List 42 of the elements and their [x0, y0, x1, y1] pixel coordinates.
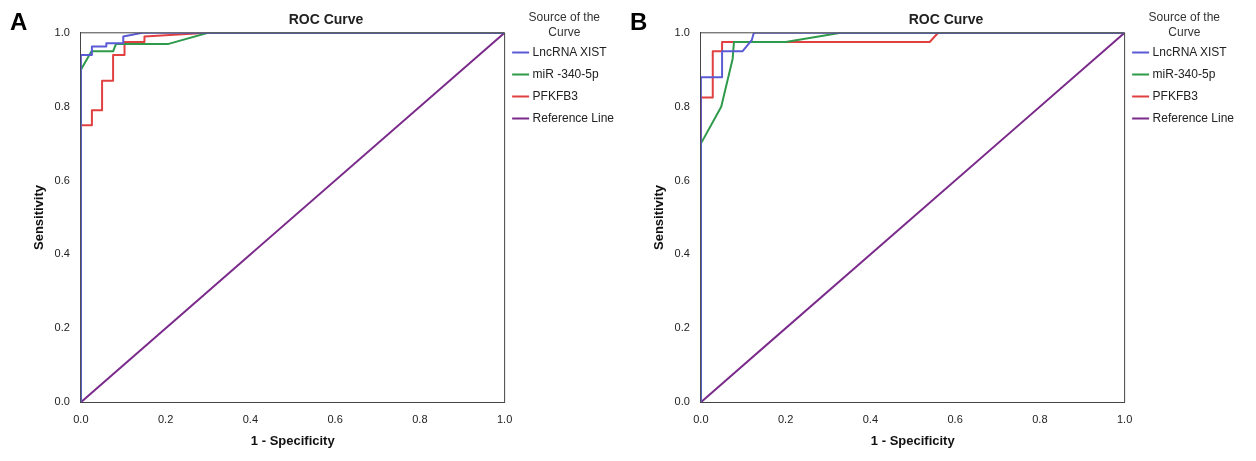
x-tick-label: 0.2	[157, 412, 174, 425]
y-tick-label: 0.6	[54, 173, 70, 186]
text: B	[630, 8, 648, 36]
legend-label: miR -340-5p	[532, 66, 599, 81]
x-axis-title: 1 - Specificity	[250, 432, 336, 448]
chart-title: ROC Curve	[908, 11, 984, 28]
x-tick-label: 0.6	[327, 412, 343, 425]
legend-title: Source of the Curve	[1148, 10, 1221, 39]
x-tick-label: 0.4	[862, 412, 879, 425]
y-axis-title: Sensitivity	[651, 184, 667, 251]
y-tick-label: 1.0	[54, 25, 70, 38]
legend-label: PFKFB3	[532, 88, 579, 103]
legend-label: miR-340-5p	[1152, 66, 1216, 81]
y-tick-label: 0.2	[54, 321, 70, 334]
legend-label: LncRNA XIST	[1152, 44, 1228, 59]
x-tick-label: 0.2	[777, 412, 794, 425]
y-tick-label: 1.0	[674, 25, 690, 38]
chart-title: ROC Curve	[288, 11, 364, 28]
x-tick-label: 0.4	[242, 412, 259, 425]
y-tick-label: 0.8	[674, 99, 690, 112]
x-tick-label: 1.0	[1116, 412, 1133, 425]
x-tick-label: 0.0	[73, 412, 89, 425]
legend-label: PFKFB3	[1152, 88, 1199, 103]
legend-label: Reference Line	[1152, 110, 1235, 125]
y-tick-label: 0.2	[674, 321, 690, 334]
x-tick-label: 0.6	[947, 412, 963, 425]
x-tick-label: 1.0	[496, 412, 513, 425]
legend-label: Reference Line	[532, 110, 615, 125]
legend-label: LncRNA XIST	[532, 44, 608, 59]
y-tick-label: 0.0	[674, 395, 690, 408]
x-tick-label: 0.0	[693, 412, 709, 425]
legend-title: Source of the Curve	[528, 10, 601, 39]
x-tick-label: 0.8	[1032, 412, 1048, 425]
y-tick-label: 0.4	[54, 247, 70, 260]
y-axis-title: Sensitivity	[31, 184, 47, 251]
x-axis-title: 1 - Specificity	[870, 432, 956, 448]
y-tick-label: 0.0	[54, 395, 70, 408]
y-tick-label: 0.8	[54, 99, 70, 112]
x-tick-label: 0.8	[412, 412, 428, 425]
text: A	[10, 8, 28, 36]
y-tick-label: 0.6	[674, 173, 690, 186]
y-tick-label: 0.4	[674, 247, 690, 260]
